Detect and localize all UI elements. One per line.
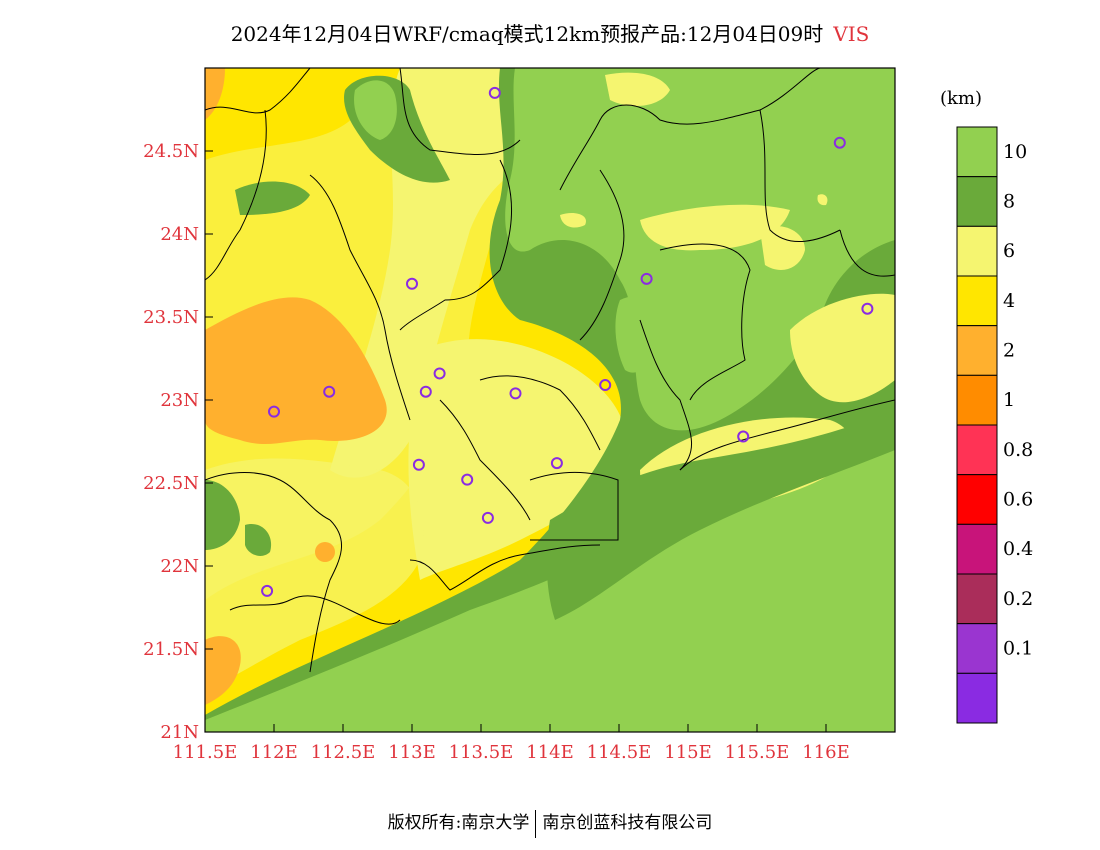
colorbar-box <box>956 623 998 674</box>
colorbar-boxes <box>956 126 998 724</box>
colorbar-box <box>956 225 998 277</box>
x-tick-label: 114.5E <box>587 742 652 763</box>
colorbar-label: 0.2 <box>1003 588 1033 610</box>
y-tick-label: 23.5N <box>143 307 199 328</box>
colorbar-box <box>956 474 998 525</box>
station-marker <box>509 387 522 400</box>
field-orange-sw <box>205 636 241 705</box>
colorbar-box <box>956 374 998 426</box>
colorbar-box <box>956 523 998 575</box>
field-darkgreen-w <box>205 480 240 550</box>
station-marker <box>323 385 336 398</box>
station-marker <box>268 405 280 418</box>
visibility-field <box>205 68 895 732</box>
y-tick-label: 22.5N <box>143 473 199 494</box>
x-tick-label: 114E <box>526 742 574 763</box>
colorbar-box <box>956 573 998 625</box>
y-tick-label: 24.5N <box>143 141 199 162</box>
field-orange-spot <box>315 542 335 562</box>
variable-label: VIS <box>833 22 870 46</box>
field-darkgreen-nw <box>235 181 310 215</box>
field-orange-west <box>205 297 387 445</box>
y-tick-label: 21.5N <box>143 639 199 660</box>
colorbar-box <box>956 672 998 724</box>
footer-right: 南京创蓝科技有限公司 <box>542 813 713 833</box>
colorbar-unit: (km) <box>940 88 983 109</box>
x-tick-label: 113E <box>388 742 436 763</box>
colorbar-label: 6 <box>1003 240 1015 262</box>
station-marker <box>861 302 874 315</box>
x-tick-label: 116E <box>802 742 850 763</box>
field-darkgreen-w2 <box>245 524 272 556</box>
field-lightyellow-sw <box>205 458 424 690</box>
station-marker <box>419 385 432 398</box>
colorbar-label: 4 <box>1003 290 1015 312</box>
colorbar-label: 0.1 <box>1003 638 1033 660</box>
station-marker <box>412 458 425 471</box>
field-lightyellow-top <box>605 72 670 106</box>
station-marker <box>737 430 750 443</box>
x-tick-label: 112.5E <box>311 742 376 763</box>
station-marker <box>550 457 563 470</box>
field-lightgreen-north <box>354 80 397 140</box>
station-marker <box>481 511 494 524</box>
title-text: 2024年12月04日WRF/cmaq模式12km预报产品:12月04日09时 <box>230 22 824 46</box>
colorbar-labels: 10 8 6 4 2 1 0.8 0.6 0.4 0.2 0.1 <box>1003 141 1033 660</box>
station-marker <box>640 272 653 285</box>
station-marker <box>599 379 612 392</box>
colorbar-label: 0.4 <box>1003 538 1033 560</box>
x-tick-label: 115E <box>664 742 712 763</box>
field-lightyellow-spot2 <box>817 194 828 206</box>
colorbar-box <box>956 325 998 376</box>
station-marker <box>433 367 446 380</box>
station-marker <box>833 136 846 149</box>
colorbar-box <box>956 424 998 476</box>
chart-title: 2024年12月04日WRF/cmaq模式12km预报产品:12月04日09时 V… <box>0 18 1100 47</box>
x-tick-label: 112E <box>250 742 298 763</box>
colorbar-box <box>956 176 998 227</box>
field-darkgreen-coast <box>546 410 895 620</box>
colorbar-label: 0.8 <box>1003 439 1033 461</box>
field-orange-nw <box>205 68 225 120</box>
colorbar-label: 2 <box>1003 340 1015 362</box>
y-axis: 21N 21.5N 22N 22.5N 23N 23.5N 24N 24.5N <box>143 141 213 743</box>
field-lightyellow-ne <box>640 204 790 251</box>
footer-divider <box>535 809 537 838</box>
x-axis: 111.5E 112E 112.5E 113E 113.5E 114E 114.5E 115E… <box>173 724 850 763</box>
station-marker <box>488 86 501 99</box>
field-lightgreen-inner <box>615 296 660 373</box>
station-marker <box>261 584 274 597</box>
colorbar-box <box>956 275 998 327</box>
field-lightyellow-e <box>790 293 895 403</box>
x-tick-label: 115.5E <box>725 742 790 763</box>
field-lightyellow-ne2 <box>760 226 805 270</box>
footer-left: 版权所有:南京大学 <box>387 813 530 833</box>
x-tick-label: 113.5E <box>449 742 514 763</box>
colorbar-label: 10 <box>1003 141 1027 163</box>
y-tick-label: 24N <box>160 224 199 245</box>
footer: 版权所有:南京大学 南京创蓝科技有限公司 <box>0 808 1100 838</box>
x-tick-label: 111.5E <box>173 742 238 763</box>
y-tick-label: 23N <box>160 390 199 411</box>
field-lightyellow-prd <box>408 339 626 580</box>
colorbar-label: 1 <box>1003 389 1015 411</box>
station-marker <box>406 277 418 290</box>
admin-boundaries <box>205 68 895 673</box>
colorbar-label: 0.6 <box>1003 489 1033 511</box>
station-markers <box>261 86 874 597</box>
y-tick-label: 21N <box>160 722 199 743</box>
colorbar-label: 8 <box>1003 191 1015 213</box>
station-marker <box>461 473 474 486</box>
field-lightyellow-spot <box>560 213 586 228</box>
y-tick-label: 22N <box>160 556 199 577</box>
colorbar-box <box>956 126 998 178</box>
